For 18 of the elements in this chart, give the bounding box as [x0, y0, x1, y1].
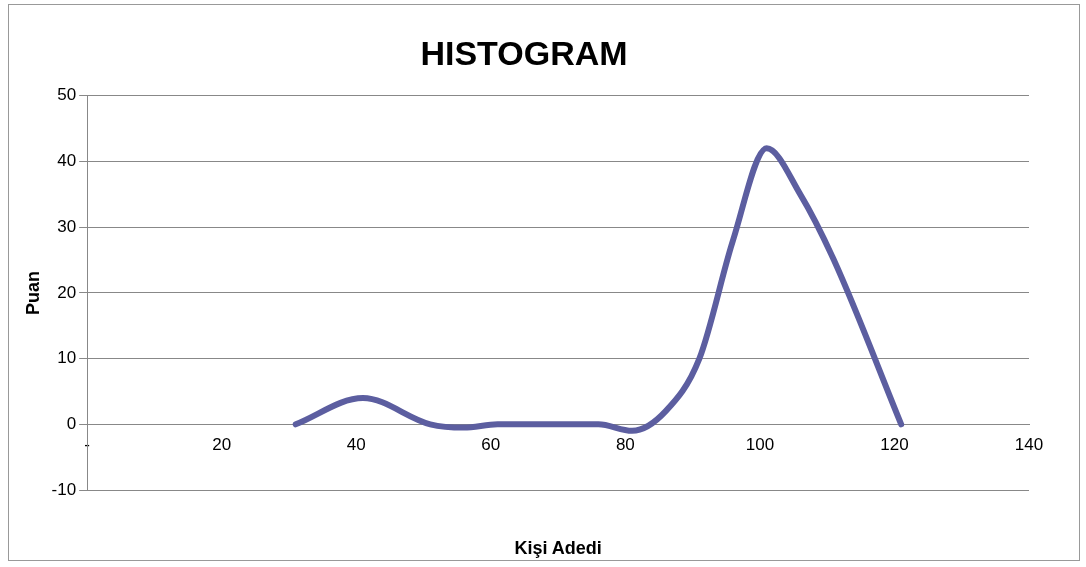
y-tick-label: 50: [57, 85, 77, 105]
x-tick-label: 100: [745, 435, 775, 455]
x-tick-label: 140: [1014, 435, 1044, 455]
y-tick-label: 40: [57, 151, 77, 171]
x-tick-label: -: [84, 435, 91, 455]
y-tick-label: 10: [57, 348, 77, 368]
chart-title: HISTOGRAM: [420, 33, 628, 72]
y-tick-label: 20: [57, 282, 77, 302]
x-tick-label: 40: [346, 435, 366, 455]
y-tick-label: -10: [51, 479, 77, 499]
x-tick-label: 20: [212, 435, 232, 455]
x-tick-label: 80: [615, 435, 635, 455]
y-tick-label: 0: [66, 413, 77, 433]
y-tick-label: 30: [57, 216, 77, 236]
x-tick-label: 120: [880, 435, 909, 455]
x-axis-title: Kişi Adedi: [514, 538, 602, 559]
x-tick-label: 60: [481, 435, 501, 455]
y-axis-title: Puan: [22, 270, 43, 315]
